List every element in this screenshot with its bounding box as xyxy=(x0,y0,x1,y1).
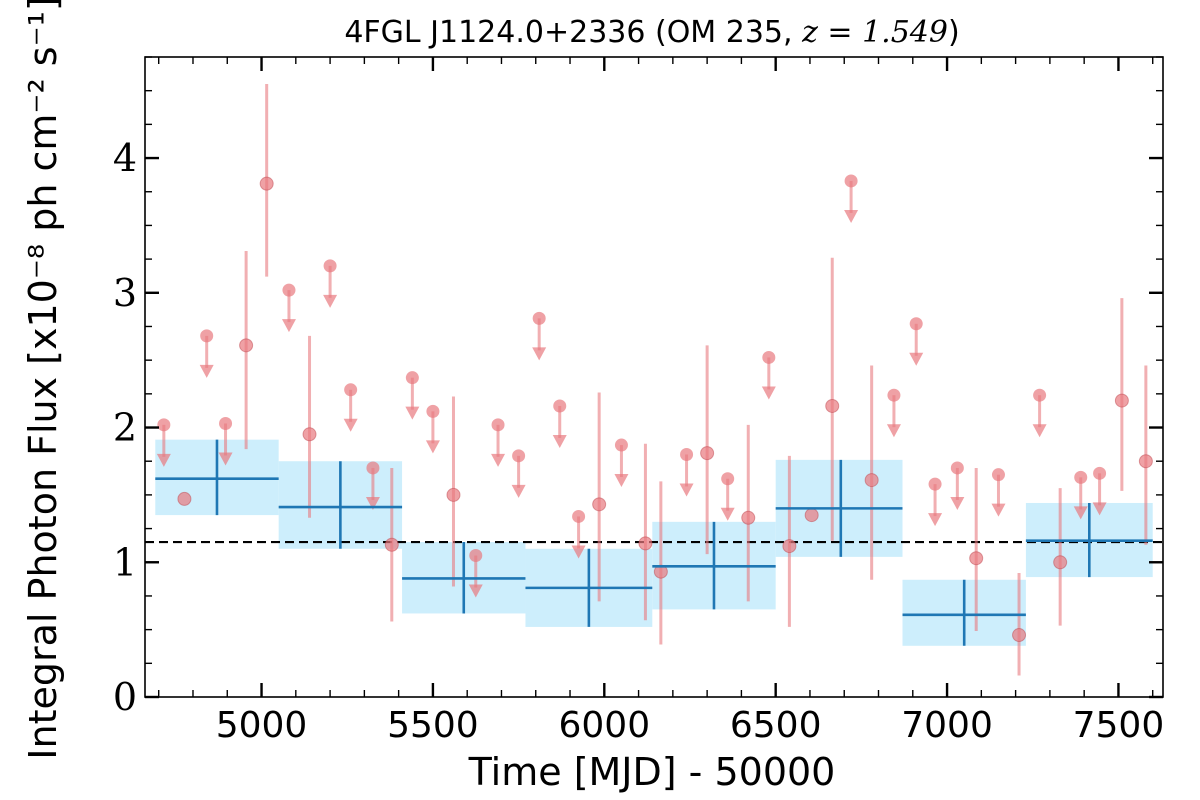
upper-limit-point xyxy=(200,329,214,343)
upper-limit-point xyxy=(405,371,419,385)
upper-limit-arrow xyxy=(532,347,547,361)
upper-limit-point xyxy=(572,509,586,523)
detection-point xyxy=(239,338,254,353)
upper-limit-arrow xyxy=(365,496,380,510)
upper-limit-arrow xyxy=(950,496,965,510)
x-tick-label: 5500 xyxy=(387,705,479,746)
y-axis-label: Integral Photon Flux [x10⁻⁸ ph cm⁻² s⁻¹] xyxy=(21,0,65,760)
upper-limit-arrow xyxy=(614,474,629,488)
detection-point xyxy=(592,497,607,512)
upper-limit-point xyxy=(887,388,901,402)
upper-limit-point xyxy=(469,549,483,563)
chart-title-close: ) xyxy=(948,15,960,50)
upper-limit-arrow xyxy=(909,352,924,366)
upper-limit-point xyxy=(950,461,964,475)
detection-point xyxy=(638,536,653,551)
detection-point xyxy=(302,427,317,442)
detection-point xyxy=(1114,393,1129,408)
upper-limit-arrow xyxy=(156,453,171,467)
detection-point xyxy=(259,176,274,191)
upper-limit-point xyxy=(512,449,526,463)
x-axis-label: Time [MJD] - 50000 xyxy=(468,750,836,794)
upper-limit-point xyxy=(426,404,440,418)
detection-point xyxy=(1053,555,1068,570)
upper-limit-arrow xyxy=(468,584,483,598)
chart-title-math: z = 1.549 xyxy=(801,15,948,50)
y-tick-label: 4 xyxy=(113,136,137,180)
upper-limit-arrow xyxy=(1073,506,1088,520)
upper-limit-point xyxy=(553,399,567,413)
detection-point xyxy=(825,398,840,413)
plot-frame xyxy=(144,56,1164,698)
upper-limit-arrow xyxy=(552,434,567,448)
upper-limit-arrow xyxy=(511,484,526,498)
detection-point xyxy=(1012,628,1027,643)
upper-limit-arrow xyxy=(343,418,358,432)
y-tick-label: 3 xyxy=(113,271,137,315)
upper-limit-point xyxy=(762,350,776,364)
upper-limit-point xyxy=(532,311,546,325)
chart-title-name: 4FGL J1124.0+2336 (OM 235, xyxy=(344,15,802,50)
upper-limit-arrow xyxy=(571,545,586,559)
y-tick-label: 2 xyxy=(113,406,137,450)
upper-limit-arrow xyxy=(928,513,943,527)
upper-limit-point xyxy=(1033,388,1047,402)
upper-limit-point xyxy=(680,447,694,461)
upper-limit-arrow xyxy=(720,507,735,521)
upper-limit-point xyxy=(323,259,337,273)
upper-limit-arrow xyxy=(1092,502,1107,516)
detection-point xyxy=(1138,454,1153,469)
detection-point xyxy=(741,510,756,525)
axes: 5000 5500 6000 6500 7000 7500 0 1 2 3 4 xyxy=(113,56,1165,746)
upper-limit-point xyxy=(1093,466,1107,480)
upper-limit-point xyxy=(844,174,858,188)
detection-point xyxy=(782,539,797,554)
upper-limit-point xyxy=(1074,470,1088,484)
detection-point xyxy=(384,537,399,552)
detection-point xyxy=(177,491,192,506)
upper-limit-point xyxy=(909,317,923,331)
x-tick-label: 7000 xyxy=(901,705,993,746)
x-tick-label: 7500 xyxy=(1073,705,1165,746)
upper-limit-point xyxy=(928,477,942,491)
detection-point xyxy=(864,473,879,488)
detection-point xyxy=(804,508,819,523)
upper-limit-arrow xyxy=(761,386,776,400)
upper-limit-point xyxy=(721,472,735,486)
upper-limit-point xyxy=(366,461,380,475)
detection-point xyxy=(700,446,715,461)
upper-limit-arrow xyxy=(491,453,506,467)
detection-point xyxy=(969,551,984,566)
detection-point xyxy=(446,487,461,502)
upper-limit-arrow xyxy=(886,424,901,438)
upper-limit-arrow xyxy=(218,452,233,466)
upper-limit-point xyxy=(344,383,358,397)
x-tick-label: 6000 xyxy=(558,705,650,746)
upper-limit-arrow xyxy=(679,483,694,497)
y-tick-label: 1 xyxy=(113,540,137,584)
upper-limit-arrow xyxy=(323,294,338,308)
upper-limit-point xyxy=(157,418,171,432)
y-tick-label: 0 xyxy=(113,675,137,719)
upper-limit-arrow xyxy=(1032,424,1047,438)
upper-limit-arrow xyxy=(405,406,420,420)
upper-limit-point xyxy=(282,283,296,297)
plot-area xyxy=(145,83,1163,676)
upper-limit-point xyxy=(491,418,505,432)
upper-limit-point xyxy=(991,468,1005,482)
upper-limit-arrow xyxy=(281,319,296,333)
x-tick-label: 6500 xyxy=(730,705,822,746)
upper-limit-arrow xyxy=(199,364,214,378)
upper-limit-arrow xyxy=(991,503,1006,517)
upper-limit-arrow xyxy=(425,440,440,454)
upper-limit-arrow xyxy=(844,209,859,223)
chart-title: 4FGL J1124.0+2336 (OM 235, z = 1.549) xyxy=(344,15,959,50)
upper-limit-point xyxy=(614,438,628,452)
upper-limit-point xyxy=(219,416,233,430)
x-tick-label: 5000 xyxy=(216,705,308,746)
